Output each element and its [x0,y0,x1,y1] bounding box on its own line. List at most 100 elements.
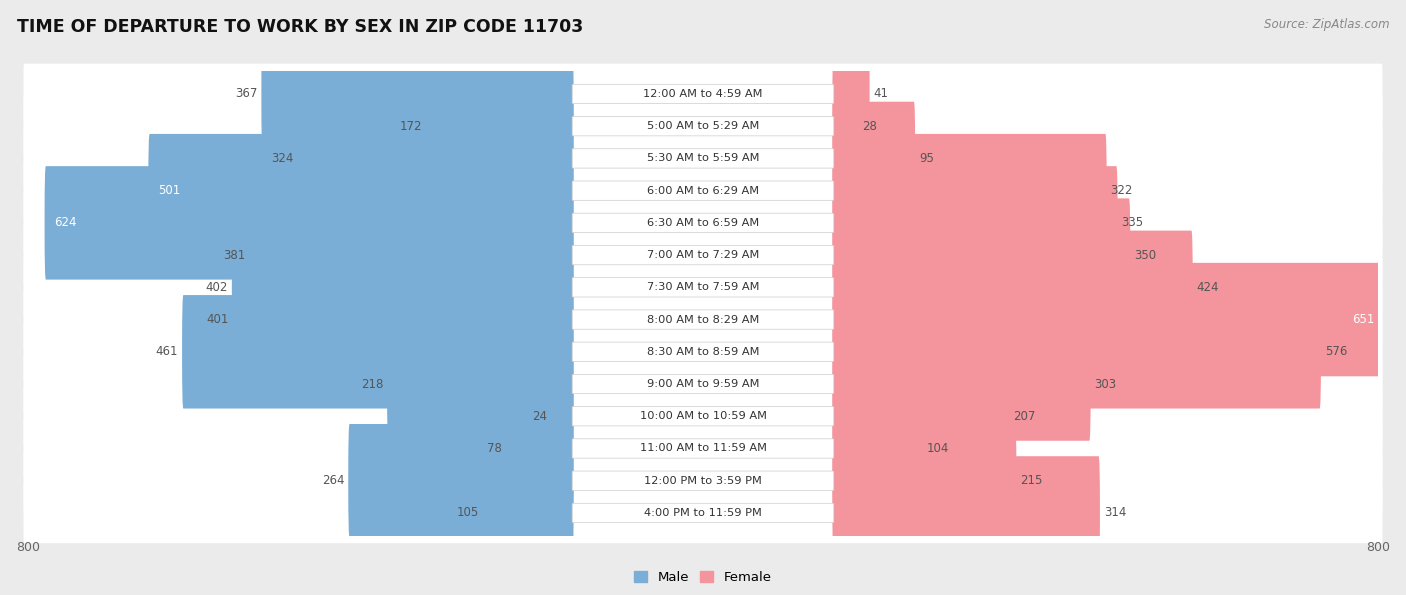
Text: Source: ZipAtlas.com: Source: ZipAtlas.com [1264,18,1389,31]
FancyBboxPatch shape [572,503,834,522]
FancyBboxPatch shape [148,134,574,248]
FancyBboxPatch shape [233,263,574,376]
FancyBboxPatch shape [572,245,834,265]
FancyBboxPatch shape [505,392,574,505]
FancyBboxPatch shape [832,231,1192,344]
FancyBboxPatch shape [832,134,1107,248]
Text: 303: 303 [1094,377,1116,390]
Text: TIME OF DEPARTURE TO WORK BY SEX IN ZIP CODE 11703: TIME OF DEPARTURE TO WORK BY SEX IN ZIP … [17,18,583,36]
FancyBboxPatch shape [572,181,834,201]
Text: 401: 401 [207,313,229,326]
Text: 11:00 AM to 11:59 AM: 11:00 AM to 11:59 AM [640,443,766,453]
FancyBboxPatch shape [262,37,574,151]
FancyBboxPatch shape [572,117,834,136]
FancyBboxPatch shape [572,213,834,233]
Text: 78: 78 [486,442,502,455]
FancyBboxPatch shape [572,278,834,297]
FancyBboxPatch shape [232,231,574,344]
FancyBboxPatch shape [24,418,1382,479]
Text: 105: 105 [457,506,478,519]
FancyBboxPatch shape [24,225,1382,286]
Text: 5:30 AM to 5:59 AM: 5:30 AM to 5:59 AM [647,154,759,164]
Text: 10:00 AM to 10:59 AM: 10:00 AM to 10:59 AM [640,411,766,421]
Text: 6:00 AM to 6:29 AM: 6:00 AM to 6:29 AM [647,186,759,196]
Text: 4:00 PM to 11:59 PM: 4:00 PM to 11:59 PM [644,508,762,518]
Text: 24: 24 [531,410,547,423]
FancyBboxPatch shape [298,102,574,215]
FancyBboxPatch shape [24,289,1382,350]
Text: 350: 350 [1135,249,1156,262]
FancyBboxPatch shape [426,70,574,183]
FancyBboxPatch shape [832,295,1322,409]
Text: 12:00 PM to 3:59 PM: 12:00 PM to 3:59 PM [644,476,762,486]
FancyBboxPatch shape [24,257,1382,318]
Text: 218: 218 [361,377,384,390]
FancyBboxPatch shape [832,70,859,183]
Text: 9:00 AM to 9:59 AM: 9:00 AM to 9:59 AM [647,379,759,389]
FancyBboxPatch shape [24,193,1382,253]
Text: 324: 324 [271,152,294,165]
Text: 314: 314 [1104,506,1126,519]
FancyBboxPatch shape [572,471,834,490]
Text: 264: 264 [322,474,344,487]
Legend: Male, Female: Male, Female [628,565,778,589]
FancyBboxPatch shape [183,295,574,409]
FancyBboxPatch shape [551,359,574,473]
Text: 501: 501 [157,184,180,197]
Text: 8:00 AM to 8:29 AM: 8:00 AM to 8:29 AM [647,315,759,324]
Text: 624: 624 [55,217,77,230]
FancyBboxPatch shape [572,342,834,361]
FancyBboxPatch shape [24,353,1382,414]
FancyBboxPatch shape [45,166,574,280]
Text: 651: 651 [1353,313,1375,326]
FancyBboxPatch shape [572,84,834,104]
Text: 28: 28 [862,120,877,133]
Text: 8:30 AM to 8:59 AM: 8:30 AM to 8:59 AM [647,347,759,357]
Text: 367: 367 [235,87,257,101]
FancyBboxPatch shape [24,386,1382,446]
Text: 207: 207 [1014,410,1036,423]
Text: 6:30 AM to 6:59 AM: 6:30 AM to 6:59 AM [647,218,759,228]
FancyBboxPatch shape [832,456,1099,569]
FancyBboxPatch shape [572,374,834,394]
FancyBboxPatch shape [832,166,1118,280]
Text: 5:00 AM to 5:29 AM: 5:00 AM to 5:29 AM [647,121,759,131]
FancyBboxPatch shape [24,128,1382,189]
FancyBboxPatch shape [387,327,574,441]
Text: 335: 335 [1122,217,1143,230]
Text: 172: 172 [399,120,422,133]
Text: 7:00 AM to 7:29 AM: 7:00 AM to 7:29 AM [647,250,759,260]
Text: 7:30 AM to 7:59 AM: 7:30 AM to 7:59 AM [647,283,759,292]
FancyBboxPatch shape [832,359,1010,473]
Text: 41: 41 [873,87,889,101]
FancyBboxPatch shape [832,327,1091,441]
FancyBboxPatch shape [832,37,869,151]
FancyBboxPatch shape [832,102,915,215]
Text: 95: 95 [920,152,934,165]
FancyBboxPatch shape [349,424,574,537]
Text: 12:00 AM to 4:59 AM: 12:00 AM to 4:59 AM [644,89,762,99]
FancyBboxPatch shape [572,310,834,329]
Text: 576: 576 [1324,345,1347,358]
Text: 461: 461 [156,345,179,358]
FancyBboxPatch shape [24,321,1382,382]
FancyBboxPatch shape [24,160,1382,221]
Text: 381: 381 [224,249,246,262]
Text: 322: 322 [1111,184,1133,197]
FancyBboxPatch shape [572,439,834,458]
FancyBboxPatch shape [24,450,1382,511]
FancyBboxPatch shape [832,424,1017,537]
FancyBboxPatch shape [250,198,574,312]
FancyBboxPatch shape [572,406,834,426]
FancyBboxPatch shape [572,149,834,168]
Text: 424: 424 [1197,281,1219,294]
Text: 104: 104 [927,442,949,455]
FancyBboxPatch shape [832,198,1130,312]
FancyBboxPatch shape [24,96,1382,156]
FancyBboxPatch shape [24,64,1382,124]
Text: 215: 215 [1021,474,1043,487]
FancyBboxPatch shape [832,392,922,505]
FancyBboxPatch shape [24,483,1382,543]
FancyBboxPatch shape [832,263,1384,376]
FancyBboxPatch shape [482,456,574,569]
